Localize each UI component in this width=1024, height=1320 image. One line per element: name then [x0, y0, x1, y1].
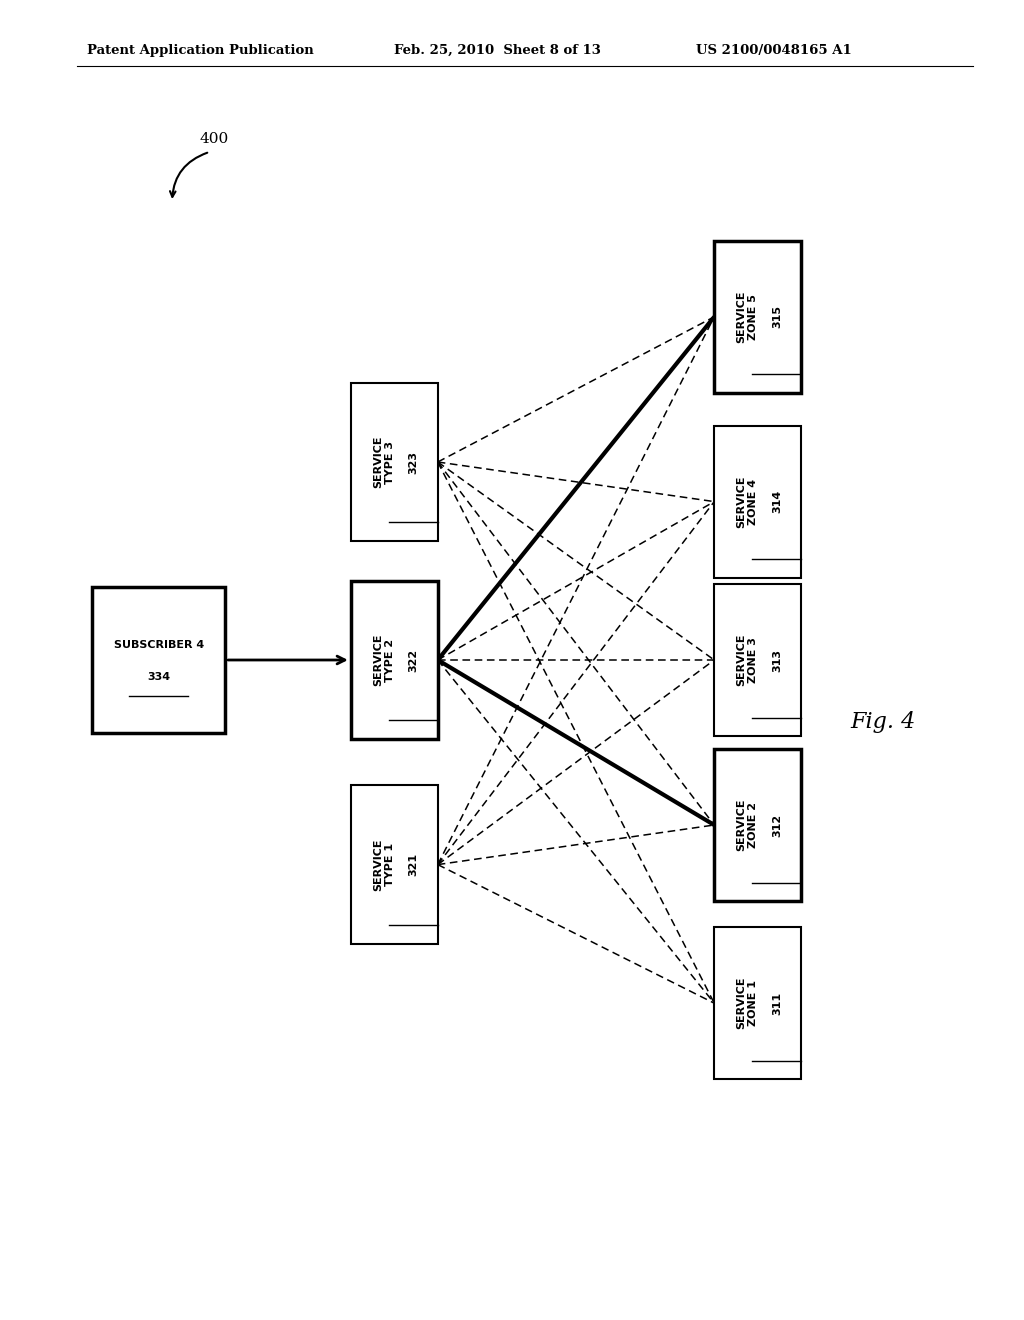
- Text: 314: 314: [772, 490, 782, 513]
- Bar: [350, 581, 438, 739]
- Text: SERVICE
ZONE 3: SERVICE ZONE 3: [736, 634, 758, 686]
- Bar: [715, 750, 801, 900]
- Text: Patent Application Publication: Patent Application Publication: [87, 44, 313, 57]
- Bar: [715, 927, 801, 1080]
- Bar: [350, 383, 438, 541]
- Text: SUBSCRIBER 4: SUBSCRIBER 4: [114, 640, 204, 651]
- Text: SERVICE
TYPE 3: SERVICE TYPE 3: [373, 436, 394, 488]
- Text: 315: 315: [772, 305, 782, 329]
- Text: SERVICE
ZONE 4: SERVICE ZONE 4: [736, 475, 758, 528]
- Bar: [350, 785, 438, 944]
- Bar: [715, 583, 801, 737]
- Text: 312: 312: [772, 813, 782, 837]
- Text: 323: 323: [409, 450, 419, 474]
- Text: 313: 313: [772, 648, 782, 672]
- Text: SERVICE
TYPE 1: SERVICE TYPE 1: [373, 838, 394, 891]
- Text: 322: 322: [409, 648, 419, 672]
- Text: SERVICE
TYPE 2: SERVICE TYPE 2: [373, 634, 394, 686]
- Text: Feb. 25, 2010  Sheet 8 of 13: Feb. 25, 2010 Sheet 8 of 13: [394, 44, 601, 57]
- Bar: [715, 240, 801, 393]
- Text: 311: 311: [772, 991, 782, 1015]
- Text: 400: 400: [200, 132, 229, 145]
- Text: SERVICE
ZONE 1: SERVICE ZONE 1: [736, 977, 758, 1030]
- Text: 321: 321: [409, 853, 419, 876]
- Text: US 2100/0048165 A1: US 2100/0048165 A1: [696, 44, 852, 57]
- Bar: [715, 425, 801, 578]
- Text: Fig. 4: Fig. 4: [850, 711, 915, 733]
- Bar: [92, 587, 225, 733]
- Text: SERVICE
ZONE 2: SERVICE ZONE 2: [736, 799, 758, 851]
- Text: 334: 334: [147, 672, 170, 682]
- Text: SERVICE
ZONE 5: SERVICE ZONE 5: [736, 290, 758, 343]
